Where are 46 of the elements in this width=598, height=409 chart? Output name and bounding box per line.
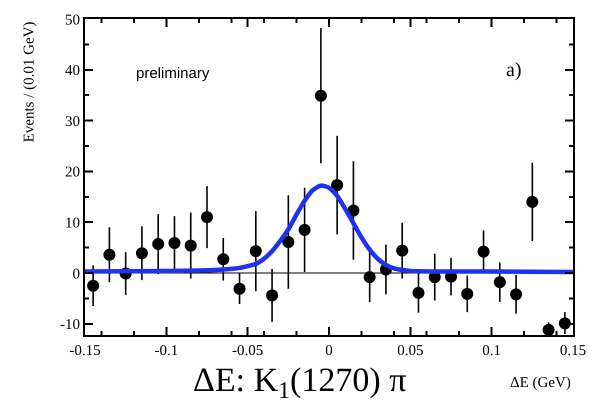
text: ΔE: K$_{1}$(1270) π xyxy=(193,362,406,404)
point xyxy=(347,204,360,217)
point xyxy=(558,317,571,330)
point xyxy=(396,244,408,257)
x-tick-label: -0.15 xyxy=(69,343,101,359)
point xyxy=(266,289,278,302)
y-axis-title: Events / (0.01 GeV) xyxy=(21,22,38,142)
y-tick-label: -10 xyxy=(60,317,80,334)
point xyxy=(136,247,148,260)
point xyxy=(461,288,474,300)
point xyxy=(87,280,100,292)
point xyxy=(478,246,490,258)
x-tick-label: -0.1 xyxy=(154,343,178,359)
point xyxy=(250,245,262,258)
point xyxy=(201,211,213,224)
line-series xyxy=(85,183,573,274)
y-tick-label: 0 xyxy=(72,266,80,282)
point xyxy=(314,90,327,102)
x-tick-label: 0.15 xyxy=(560,343,586,359)
point xyxy=(168,237,180,250)
point xyxy=(184,240,197,252)
point xyxy=(412,286,424,299)
point xyxy=(526,196,538,208)
y-tick-label: 50 xyxy=(65,12,80,28)
point xyxy=(282,236,294,248)
point xyxy=(103,248,116,261)
point xyxy=(331,179,344,192)
point xyxy=(494,276,506,288)
point xyxy=(364,271,376,284)
x-tick-label: 0.05 xyxy=(397,343,424,359)
point xyxy=(234,282,246,295)
point xyxy=(298,224,311,236)
point xyxy=(510,288,522,300)
y-tick-label: 10 xyxy=(65,215,80,232)
x-axis-title: ΔE (GeV) xyxy=(510,375,571,391)
annotation: a) xyxy=(506,59,522,81)
y-tick-label: 20 xyxy=(65,164,80,181)
point xyxy=(217,253,230,266)
annotation: preliminary xyxy=(136,65,210,82)
point xyxy=(542,324,555,335)
y-tick-label: 40 xyxy=(65,63,80,80)
x-tick-label: 0 xyxy=(325,343,333,359)
x-tick-label: 0.1 xyxy=(482,343,502,359)
y-tick-label: 30 xyxy=(65,114,80,130)
point xyxy=(152,238,164,250)
x-tick-label: -0.05 xyxy=(232,343,264,359)
